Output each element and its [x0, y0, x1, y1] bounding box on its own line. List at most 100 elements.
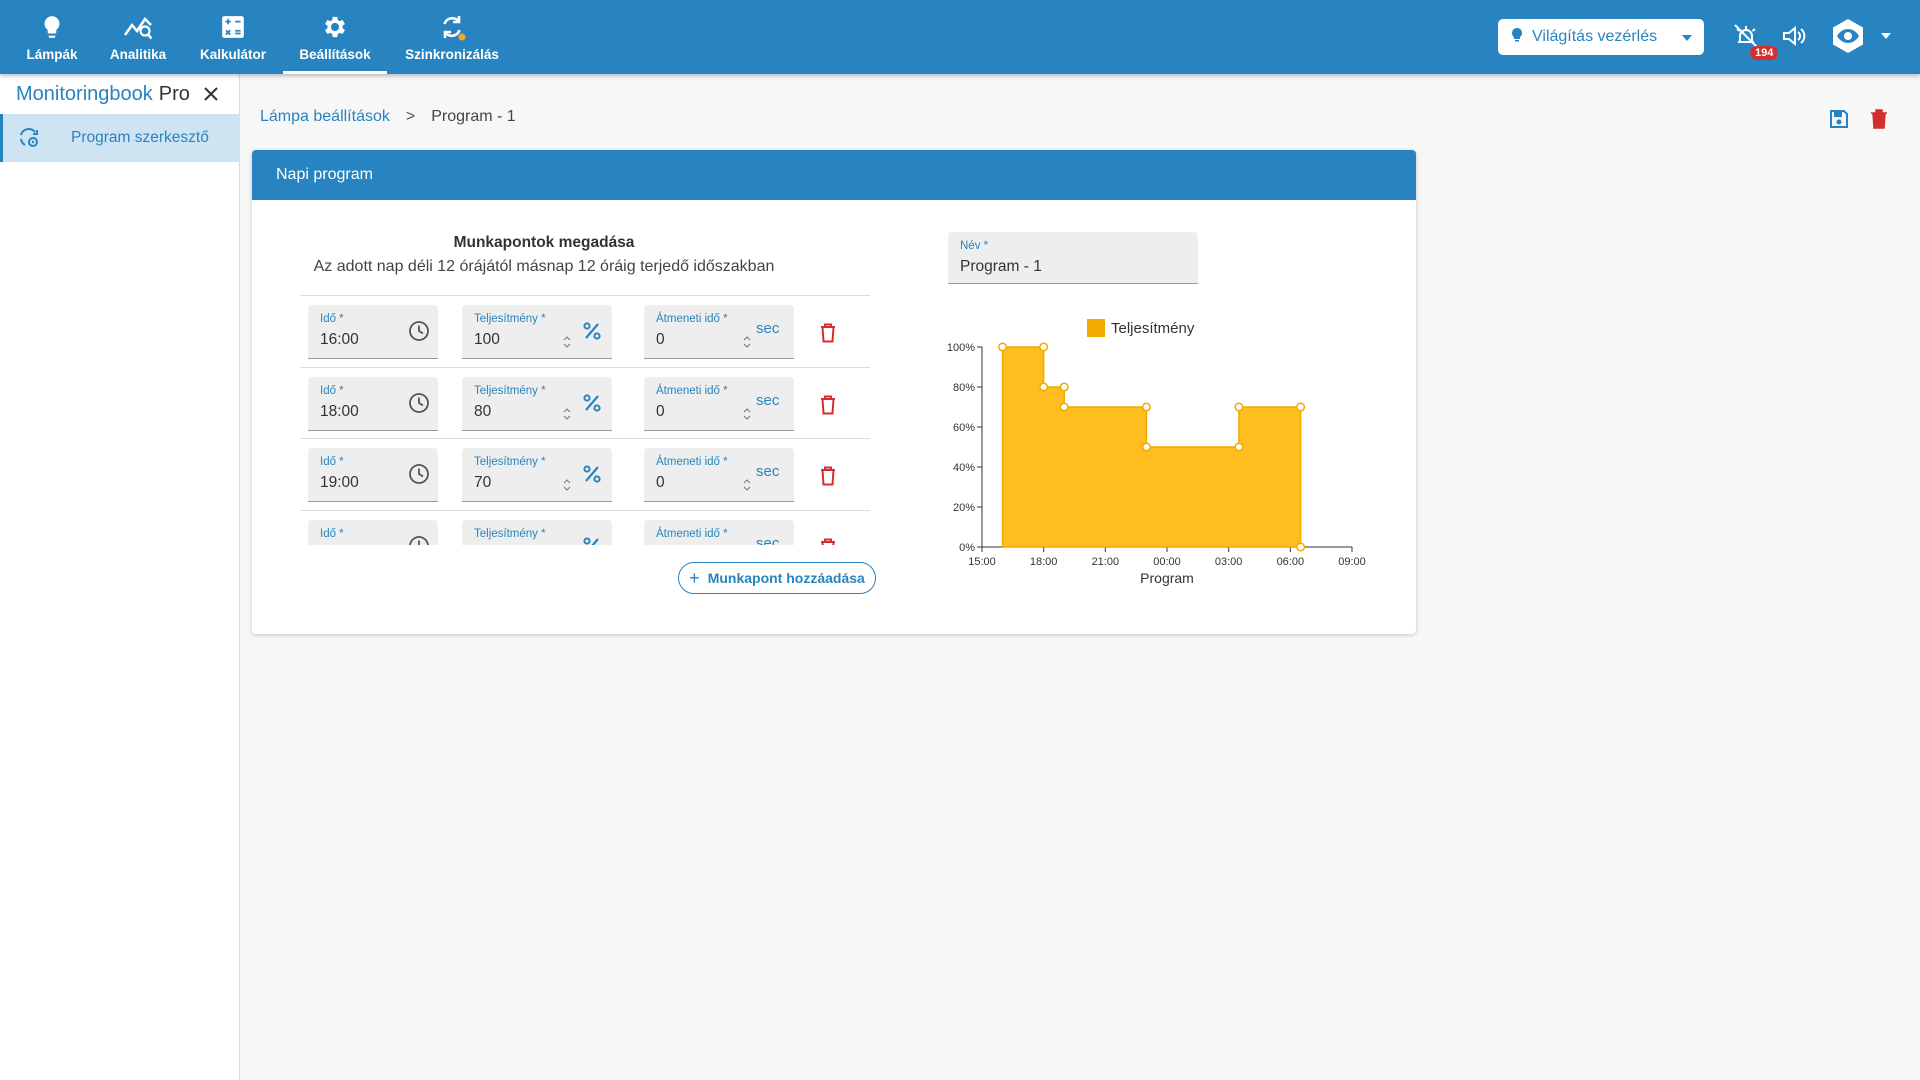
field-label: Átmeneti idő *	[656, 456, 728, 468]
delete-row-icon[interactable]	[818, 394, 838, 416]
workpoint-row: Idő * 18:00 Teljesítmény * 80 Átmeneti i…	[300, 366, 870, 439]
power-field[interactable]: Teljesítmény *	[462, 519, 612, 545]
clock-icon[interactable]	[408, 320, 430, 342]
x-axis-label: Program	[1140, 570, 1194, 586]
data-point	[1039, 342, 1049, 352]
workpoint-row: Idő * 16:00 Teljesítmény * 100 Átmeneti …	[300, 295, 870, 367]
add-workpoint-button[interactable]: + Munkapont hozzáadása	[678, 562, 876, 594]
nav-analitika[interactable]: Analitika	[104, 0, 172, 74]
data-point	[998, 342, 1008, 352]
percent-icon	[583, 536, 599, 545]
stepper-arrows-icon[interactable]	[742, 478, 752, 492]
clock-icon[interactable]	[408, 535, 430, 546]
power-field[interactable]: Teljesítmény * 100	[462, 305, 612, 359]
field-value: 80	[474, 402, 492, 420]
legend-label: Teljesítmény	[1111, 320, 1195, 337]
field-value: 0	[656, 402, 665, 420]
alarm-off-icon[interactable]	[1730, 20, 1762, 52]
card-title: Napi program	[276, 166, 373, 183]
power-field[interactable]: Teljesítmény * 80	[462, 376, 612, 431]
field-value: 100	[474, 331, 500, 348]
data-point	[1059, 382, 1069, 392]
breadcrumb-current: Program - 1	[431, 108, 516, 125]
nav-szinkronizalas[interactable]: Szinkronizálás	[400, 0, 504, 74]
delete-program-icon[interactable]	[1866, 106, 1892, 132]
time-field[interactable]: Idő * 19:00	[308, 448, 438, 502]
selector-label: Világítás vezérlés	[1532, 28, 1658, 45]
workpoint-row: Idő * Teljesítmény * Átmeneti idő * sec	[300, 509, 870, 546]
series-area	[1001, 346, 1302, 548]
y-tick-label: 80%	[953, 382, 975, 394]
field-label: Idő *	[320, 313, 344, 325]
time-field[interactable]: Idő *	[308, 519, 438, 546]
program-name-field[interactable]: Név * Program - 1	[948, 232, 1198, 284]
time-field[interactable]: Idő * 16:00	[308, 305, 438, 359]
chevron-down-icon[interactable]	[1876, 20, 1896, 52]
nav-lampak[interactable]: Lámpák	[20, 0, 84, 74]
breadcrumb-link-lamp-settings[interactable]: Lámpa beállítások	[260, 108, 390, 125]
nav-kalkulator[interactable]: Kalkulátor	[194, 0, 272, 74]
top-navigation-bar: Lámpák Analitika Kalkulátor Beállítások …	[0, 0, 1920, 74]
sidebar-item-program-editor[interactable]: Program szerkesztő	[0, 114, 239, 162]
field-label: Átmeneti idő *	[656, 527, 728, 540]
data-point	[1059, 402, 1069, 412]
workpoints-subtitle: Az adott nap déli 12 órájától másnap 12 …	[313, 258, 775, 275]
nav-beallitasok[interactable]: Beállítások	[283, 0, 387, 74]
delete-row-icon[interactable]	[818, 322, 838, 344]
field-label: Idő *	[320, 384, 344, 397]
stepper-arrows-icon[interactable]	[742, 407, 752, 421]
data-point	[1234, 442, 1244, 452]
transition-time-field[interactable]: Átmeneti idő * 0 sec	[644, 376, 794, 431]
field-value: 19:00	[320, 474, 359, 491]
sync-icon	[437, 12, 467, 42]
nav-label: Analitika	[109, 47, 167, 62]
field-label: Átmeneti idő *	[656, 313, 728, 325]
field-value: Program - 1	[960, 258, 1042, 275]
stepper-arrows-icon[interactable]	[562, 478, 572, 492]
control-mode-selector[interactable]: Világítás vezérlés	[1498, 19, 1704, 55]
workpoint-list[interactable]: Idő * 16:00 Teljesítmény * 100 Átmeneti …	[300, 295, 870, 545]
logo-eye-icon[interactable]	[1828, 16, 1868, 56]
workpoints-title: Munkapontok megadása	[453, 234, 635, 251]
data-point	[1141, 442, 1151, 452]
x-tick-label: 18:00	[1030, 556, 1058, 568]
field-value: 18:00	[320, 402, 359, 420]
x-tick-label: 00:00	[1153, 556, 1181, 568]
y-tick-label: 60%	[953, 422, 975, 434]
nav-label: Kalkulátor	[199, 47, 267, 62]
lightbulb-icon	[37, 12, 67, 42]
transition-time-field[interactable]: Átmeneti idő * 0 sec	[644, 448, 794, 502]
transition-time-field[interactable]: Átmeneti idő * 0 sec	[644, 305, 794, 359]
save-icon[interactable]	[1826, 106, 1852, 132]
field-value: 70	[474, 474, 492, 491]
field-value: 16:00	[320, 331, 359, 348]
time-field[interactable]: Idő * 18:00	[308, 376, 438, 431]
seconds-unit: sec	[756, 320, 780, 337]
sidebar-header: Monitoringbook Pro	[0, 74, 239, 114]
seconds-unit: sec	[756, 534, 780, 546]
app-title: Monitoringbook	[16, 82, 153, 105]
delete-row-icon[interactable]	[818, 537, 838, 545]
calculator-icon	[218, 12, 248, 42]
nav-label: Lámpák	[26, 47, 78, 62]
volume-icon[interactable]	[1778, 20, 1810, 52]
x-tick-label: 15:00	[968, 556, 996, 568]
delete-row-icon[interactable]	[818, 465, 838, 487]
percent-icon	[583, 465, 601, 483]
field-label: Teljesítmény *	[474, 527, 546, 540]
stepper-arrows-icon[interactable]	[562, 335, 572, 349]
clock-icon[interactable]	[408, 463, 430, 485]
x-tick-label: 06:00	[1277, 556, 1305, 568]
close-icon[interactable]	[199, 82, 223, 106]
stepper-arrows-icon[interactable]	[562, 407, 572, 421]
stepper-arrows-icon[interactable]	[742, 335, 752, 349]
power-field[interactable]: Teljesítmény * 70	[462, 448, 612, 502]
add-workpoint-label: Munkapont hozzáadása	[707, 570, 865, 586]
field-label: Teljesítmény *	[474, 384, 546, 397]
field-label: Név *	[960, 240, 989, 252]
sidebar-item-label: Program szerkesztő	[71, 129, 209, 146]
clock-icon[interactable]	[408, 392, 430, 414]
data-point	[1296, 402, 1306, 412]
y-tick-label: 20%	[953, 502, 975, 514]
transition-time-field[interactable]: Átmeneti idő * sec	[644, 519, 794, 546]
